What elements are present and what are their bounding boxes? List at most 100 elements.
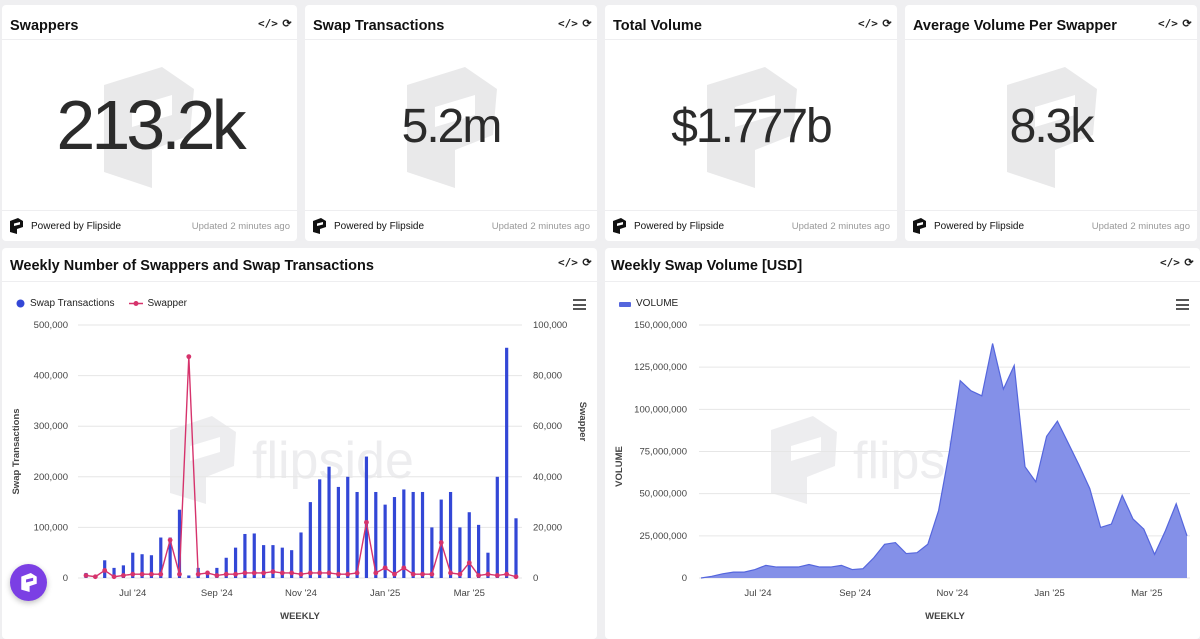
point-swapper <box>289 570 295 576</box>
bar-swap-transactions <box>467 512 471 578</box>
card-footer: Powered by Flipside Updated 2 minutes ag… <box>305 211 597 241</box>
legend-item-swapper[interactable]: Swapper <box>128 298 187 309</box>
point-swapper <box>429 571 435 577</box>
flipside-logo-icon <box>10 218 23 234</box>
bar-swap-transactions <box>121 565 125 578</box>
y2-tick-label: 40,000 <box>533 472 562 483</box>
point-swapper <box>195 571 201 577</box>
point-swapper <box>373 570 379 576</box>
chart-card-swappers-transactions: Weekly Number of Swappers and Swap Trans… <box>2 248 597 639</box>
card-footer: Powered by Flipside Updated 2 minutes ag… <box>605 211 897 241</box>
point-swapper <box>504 571 510 577</box>
point-swapper <box>149 571 154 577</box>
bar-swap-transactions <box>402 489 406 578</box>
point-swapper <box>251 570 257 576</box>
refresh-icon[interactable]: ⟳ <box>582 17 592 30</box>
point-swapper <box>420 571 425 577</box>
legend-item-swap-transactions[interactable]: Swap Transactions <box>16 298 115 309</box>
code-icon[interactable]: </> <box>258 17 278 30</box>
point-swapper <box>485 571 491 577</box>
refresh-icon[interactable]: ⟳ <box>1182 17 1192 30</box>
y-tick-label: 300,000 <box>34 421 68 432</box>
y-tick-label: 50,000,000 <box>639 489 687 500</box>
kpi-card-total-volume: Total Volume </> ⟳ $1.777b Powered by Fl… <box>605 5 897 241</box>
bar-swap-transactions <box>514 518 518 578</box>
bar-swap-transactions <box>280 547 284 578</box>
bar-swap-transactions <box>383 504 387 578</box>
kpi-value: 213.2k <box>56 86 246 164</box>
divider <box>605 281 1200 282</box>
bar-swap-transactions <box>458 527 462 578</box>
bar-swap-transactions <box>336 486 340 578</box>
bar-swap-transactions <box>233 547 238 578</box>
point-swapper <box>317 570 323 576</box>
bar-swap-transactions <box>308 502 312 578</box>
kpi-title: Swappers <box>10 18 79 34</box>
code-icon[interactable]: </> <box>858 17 878 30</box>
bar-swap-transactions <box>392 497 397 578</box>
area-volume <box>701 343 1187 578</box>
x-tick-label: Mar '25 <box>454 588 485 599</box>
kpi-card-swap-transactions: Swap Transactions </> ⟳ 5.2m Powered by … <box>305 5 597 241</box>
legend-label: Swap Transactions <box>30 298 115 309</box>
kpi-value: $1.777b <box>671 100 833 153</box>
code-icon[interactable]: </> <box>1158 17 1178 30</box>
x-tick-label: Mar '25 <box>1131 588 1162 599</box>
chart-menu-icon[interactable] <box>1176 299 1189 310</box>
divider <box>2 39 297 40</box>
refresh-icon[interactable]: ⟳ <box>1184 256 1194 269</box>
y2-tick-label: 60,000 <box>533 421 562 432</box>
powered-by[interactable]: Powered by Flipside <box>912 218 1024 234</box>
point-swapper <box>130 571 136 577</box>
line-volume <box>700 343 1188 579</box>
card-actions: </> ⟳ <box>558 256 594 270</box>
y-tick-label: 400,000 <box>34 371 68 382</box>
y-tick-label: 25,000,000 <box>639 531 687 542</box>
point-swapper <box>476 573 482 578</box>
bar-swap-transactions <box>140 554 144 578</box>
point-swapper <box>102 568 108 573</box>
bar-swap-transactions <box>177 509 182 578</box>
point-swapper <box>401 565 407 571</box>
x-tick-label: Nov '24 <box>285 588 317 599</box>
point-swapper <box>111 574 117 580</box>
chart-card-weekly-volume: Weekly Swap Volume [USD] </> ⟳ VOLUME fl… <box>605 248 1200 639</box>
point-swapper <box>307 570 313 576</box>
chart-legend: Swap Transactions Swapper <box>16 298 187 309</box>
refresh-icon[interactable]: ⟳ <box>582 256 592 269</box>
powered-by[interactable]: Powered by Flipside <box>9 218 121 234</box>
card-actions: </> ⟳ <box>1160 256 1196 270</box>
bar-swap-transactions <box>205 572 210 578</box>
card-actions: </> ⟳ <box>858 17 894 31</box>
point-swapper <box>466 560 472 566</box>
chart-title: Weekly Swap Volume [USD] <box>611 258 803 274</box>
flipside-watermark-icon <box>707 67 797 188</box>
powered-label: Powered by Flipside <box>934 220 1025 232</box>
point-swapper <box>448 570 453 576</box>
kpi-value: 5.2m <box>401 100 503 153</box>
point-swapper <box>261 570 267 576</box>
point-swapper <box>494 573 500 578</box>
point-swapper <box>233 571 238 577</box>
code-icon[interactable]: </> <box>558 17 578 30</box>
powered-by[interactable]: Powered by Flipside <box>312 218 424 234</box>
point-swapper <box>83 573 89 578</box>
point-swapper <box>364 519 369 525</box>
divider <box>605 210 897 211</box>
powered-by[interactable]: Powered by Flipside <box>612 218 724 234</box>
chat-launcher-button[interactable] <box>10 564 47 601</box>
point-swapper <box>438 540 444 545</box>
point-swapper <box>139 571 145 577</box>
legend-item-volume[interactable]: VOLUME <box>619 298 678 309</box>
svg-text:flipside: flipside <box>252 432 414 490</box>
point-swapper <box>326 570 332 576</box>
powered-label: Powered by Flipside <box>31 220 122 232</box>
point-swapper <box>92 574 98 580</box>
kpi-card-swappers: Swappers </> ⟳ 213.2k Powered by Flipsid… <box>2 5 297 241</box>
x-tick-label: Jul '24 <box>119 588 146 599</box>
y-tick-label: 0 <box>682 573 687 584</box>
updated-timestamp: Updated 2 minutes ago <box>791 221 890 232</box>
chart-menu-icon[interactable] <box>573 299 586 310</box>
refresh-icon[interactable]: ⟳ <box>882 17 892 30</box>
refresh-icon[interactable]: ⟳ <box>282 17 292 30</box>
